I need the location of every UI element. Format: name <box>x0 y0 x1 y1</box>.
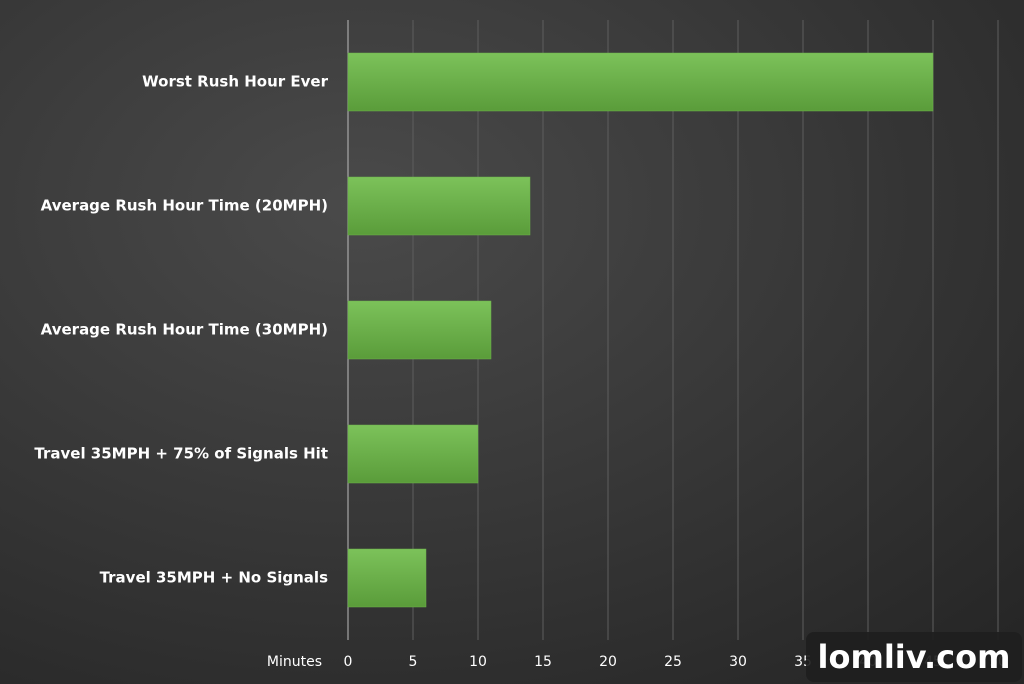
y-tick-label: Average Rush Hour Time (20MPH) <box>41 197 328 215</box>
x-tick-label: 15 <box>534 654 552 670</box>
x-tick-label: 10 <box>469 654 487 670</box>
watermark: lomliv.com <box>818 638 1011 676</box>
x-tick-label: 25 <box>664 654 682 670</box>
bar <box>347 424 479 484</box>
bar <box>347 548 427 608</box>
bar <box>347 300 492 360</box>
watermark-bg <box>806 632 1022 682</box>
x-tick-label: 30 <box>729 654 747 670</box>
y-tick-label: Travel 35MPH + No Signals <box>100 569 328 587</box>
x-tick-label: 0 <box>344 654 353 670</box>
y-tick-label: Average Rush Hour Time (30MPH) <box>41 321 328 339</box>
x-tick-label: 5 <box>409 654 418 670</box>
y-tick-label: Travel 35MPH + 75% of Signals Hit <box>34 445 328 463</box>
y-tick-label: Worst Rush Hour Ever <box>142 73 328 91</box>
x-axis-title: Minutes <box>267 654 322 670</box>
bar <box>347 176 531 236</box>
watermark-box: lomliv.com <box>806 632 1022 682</box>
bar <box>347 52 934 112</box>
x-tick-label: 20 <box>599 654 617 670</box>
